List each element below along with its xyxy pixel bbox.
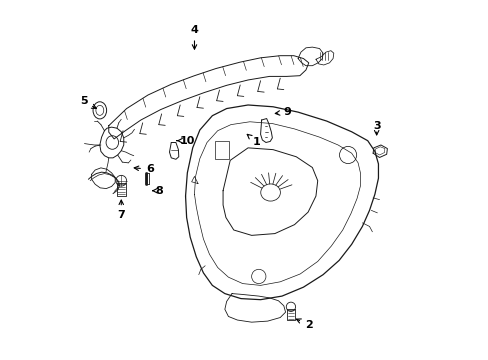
Text: 4: 4 <box>190 25 198 49</box>
Text: 9: 9 <box>275 107 291 117</box>
Text: 7: 7 <box>117 200 125 220</box>
Text: 2: 2 <box>296 319 312 330</box>
Text: 8: 8 <box>152 186 163 196</box>
Text: 6: 6 <box>134 164 153 174</box>
Text: 5: 5 <box>80 96 96 108</box>
Text: 10: 10 <box>177 136 195 146</box>
Text: 3: 3 <box>372 121 380 131</box>
Text: 1: 1 <box>247 134 260 148</box>
